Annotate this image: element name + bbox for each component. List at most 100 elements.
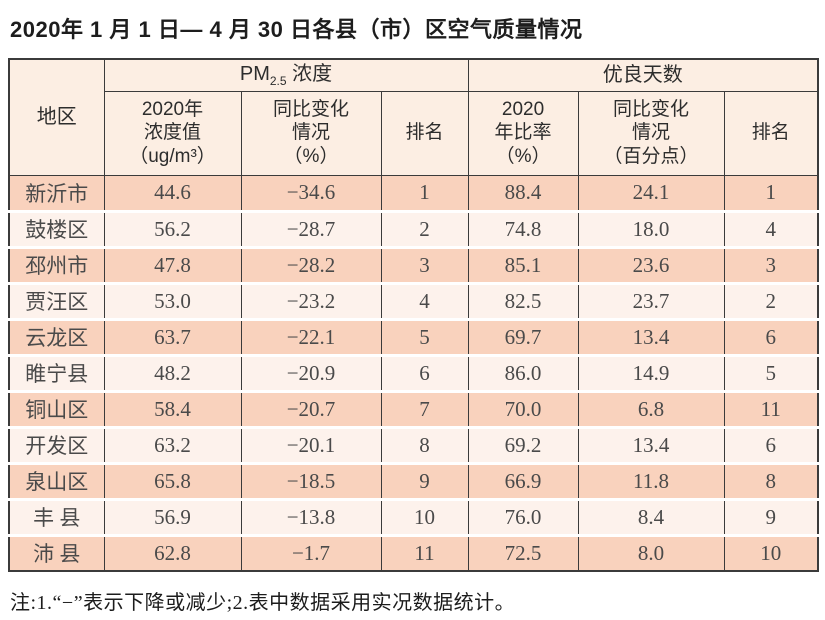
cell-pm-rank: 6 <box>380 355 469 393</box>
cell-pm-rank: 8 <box>380 427 469 465</box>
table-row: 铜山区 58.4 −20.7 7 70.0 6.8 11 <box>8 391 819 429</box>
col-group-pm25: PM2.5 浓度 <box>103 58 469 92</box>
cell-pm-change: −20.9 <box>240 355 382 393</box>
table-row: 开发区 63.2 −20.1 8 69.2 13.4 6 <box>8 427 819 465</box>
col-header-days-ratio: 2020 年比率 （%） <box>467 90 579 176</box>
cell-days-ratio: 76.0 <box>467 499 579 537</box>
col-header-pm-value: 2020年 浓度值 （ug/m³） <box>103 90 242 176</box>
cell-pm-value: 56.9 <box>103 499 242 537</box>
cell-pm-rank: 4 <box>380 283 469 321</box>
cell-days-ratio: 88.4 <box>467 175 579 213</box>
cell-days-change: 24.1 <box>577 175 725 213</box>
page-title: 2020年 1 月 1 日— 4 月 30 日各县（市）区空气质量情况 <box>10 17 583 42</box>
cell-days-ratio: 69.7 <box>467 319 579 357</box>
cell-days-ratio: 86.0 <box>467 355 579 393</box>
cell-pm-change: −18.5 <box>240 463 382 501</box>
cell-pm-change: −20.1 <box>240 427 382 465</box>
cell-region: 云龙区 <box>8 319 105 357</box>
cell-days-change: 13.4 <box>577 427 725 465</box>
cell-pm-rank: 2 <box>380 211 469 249</box>
air-quality-table: 地区 PM2.5 浓度 优良天数 2020年 浓度值 （ug/m³） 同比变化 … <box>8 58 820 572</box>
cell-days-rank: 1 <box>723 175 819 213</box>
cell-pm-change: −28.7 <box>240 211 382 249</box>
table-row: 沛 县 62.8 −1.7 11 72.5 8.0 10 <box>8 535 819 571</box>
cell-pm-value: 56.2 <box>103 211 242 249</box>
cell-days-rank: 9 <box>723 499 819 537</box>
pm25-label-suffix: 浓度 <box>286 62 333 85</box>
cell-pm-change: −23.2 <box>240 283 382 321</box>
col-header-region: 地区 <box>8 58 105 176</box>
cell-pm-change: −22.1 <box>240 319 382 357</box>
col-header-days-change: 同比变化 情况 （百分点） <box>577 90 725 176</box>
cell-days-change: 23.7 <box>577 283 725 321</box>
cell-pm-value: 47.8 <box>103 247 242 285</box>
cell-pm-value: 63.2 <box>103 427 242 465</box>
cell-pm-rank: 7 <box>380 391 469 429</box>
cell-pm-rank: 9 <box>380 463 469 501</box>
table-body: 新沂市 44.6 −34.6 1 88.4 24.1 1 鼓楼区 56.2 −28.7 2 74.8 1… <box>8 175 819 571</box>
cell-region: 泉山区 <box>8 463 105 501</box>
pm25-subscript: 2.5 <box>269 73 287 88</box>
cell-days-ratio: 82.5 <box>467 283 579 321</box>
cell-pm-value: 58.4 <box>103 391 242 429</box>
cell-days-ratio: 70.0 <box>467 391 579 429</box>
cell-days-change: 18.0 <box>577 211 725 249</box>
cell-days-rank: 2 <box>723 283 819 321</box>
cell-days-rank: 5 <box>723 355 819 393</box>
cell-days-change: 6.8 <box>577 391 725 429</box>
cell-region: 邳州市 <box>8 247 105 285</box>
col-group-good-days: 优良天数 <box>467 58 819 92</box>
cell-pm-rank: 10 <box>380 499 469 537</box>
cell-days-rank: 6 <box>723 427 819 465</box>
col-header-days-rank: 排名 <box>723 90 819 176</box>
cell-days-rank: 4 <box>723 211 819 249</box>
cell-pm-value: 44.6 <box>103 175 242 213</box>
cell-region: 开发区 <box>8 427 105 465</box>
table-row: 新沂市 44.6 −34.6 1 88.4 24.1 1 <box>8 175 819 213</box>
cell-region: 丰 县 <box>8 499 105 537</box>
cell-days-change: 8.4 <box>577 499 725 537</box>
table-header: 地区 PM2.5 浓度 优良天数 2020年 浓度值 （ug/m³） 同比变化 … <box>8 58 819 176</box>
col-header-pm-change: 同比变化 情况 （%） <box>240 90 382 176</box>
cell-region: 沛 县 <box>8 535 105 571</box>
cell-days-rank: 10 <box>723 535 819 571</box>
header-sub-row: 2020年 浓度值 （ug/m³） 同比变化 情况 （%） 排名 2020 年比… <box>9 90 819 176</box>
table-row: 邳州市 47.8 −28.2 3 85.1 23.6 3 <box>8 247 819 285</box>
cell-region: 鼓楼区 <box>8 211 105 249</box>
cell-pm-rank: 11 <box>380 535 469 571</box>
cell-days-ratio: 69.2 <box>467 427 579 465</box>
cell-pm-change: −13.8 <box>240 499 382 537</box>
table-row: 云龙区 63.7 −22.1 5 69.7 13.4 6 <box>8 319 819 357</box>
cell-region: 铜山区 <box>8 391 105 429</box>
cell-days-rank: 11 <box>723 391 819 429</box>
cell-pm-value: 53.0 <box>103 283 242 321</box>
cell-region: 睢宁县 <box>8 355 105 393</box>
cell-days-change: 14.9 <box>577 355 725 393</box>
table-row: 丰 县 56.9 −13.8 10 76.0 8.4 9 <box>8 499 819 537</box>
cell-region: 贾汪区 <box>8 283 105 321</box>
cell-pm-change: −28.2 <box>240 247 382 285</box>
table-row: 睢宁县 48.2 −20.9 6 86.0 14.9 5 <box>8 355 819 393</box>
cell-days-rank: 6 <box>723 319 819 357</box>
pm25-label-prefix: PM <box>239 62 270 85</box>
cell-pm-value: 62.8 <box>103 535 242 571</box>
cell-days-ratio: 72.5 <box>467 535 579 571</box>
cell-days-rank: 8 <box>723 463 819 501</box>
col-header-pm-rank: 排名 <box>380 90 469 176</box>
cell-days-ratio: 74.8 <box>467 211 579 249</box>
header-group-row: 地区 PM2.5 浓度 优良天数 <box>8 58 819 176</box>
cell-pm-value: 48.2 <box>103 355 242 393</box>
cell-pm-value: 65.8 <box>103 463 242 501</box>
cell-days-ratio: 85.1 <box>467 247 579 285</box>
cell-days-change: 11.8 <box>577 463 725 501</box>
cell-pm-change: −20.7 <box>240 391 382 429</box>
cell-days-change: 13.4 <box>577 319 725 357</box>
cell-pm-change: −1.7 <box>240 535 382 571</box>
cell-pm-rank: 1 <box>380 175 469 213</box>
cell-pm-value: 63.7 <box>103 319 242 357</box>
cell-days-rank: 3 <box>723 247 819 285</box>
cell-pm-change: −34.6 <box>240 175 382 213</box>
table-row: 贾汪区 53.0 −23.2 4 82.5 23.7 2 <box>8 283 819 321</box>
cell-days-change: 23.6 <box>577 247 725 285</box>
